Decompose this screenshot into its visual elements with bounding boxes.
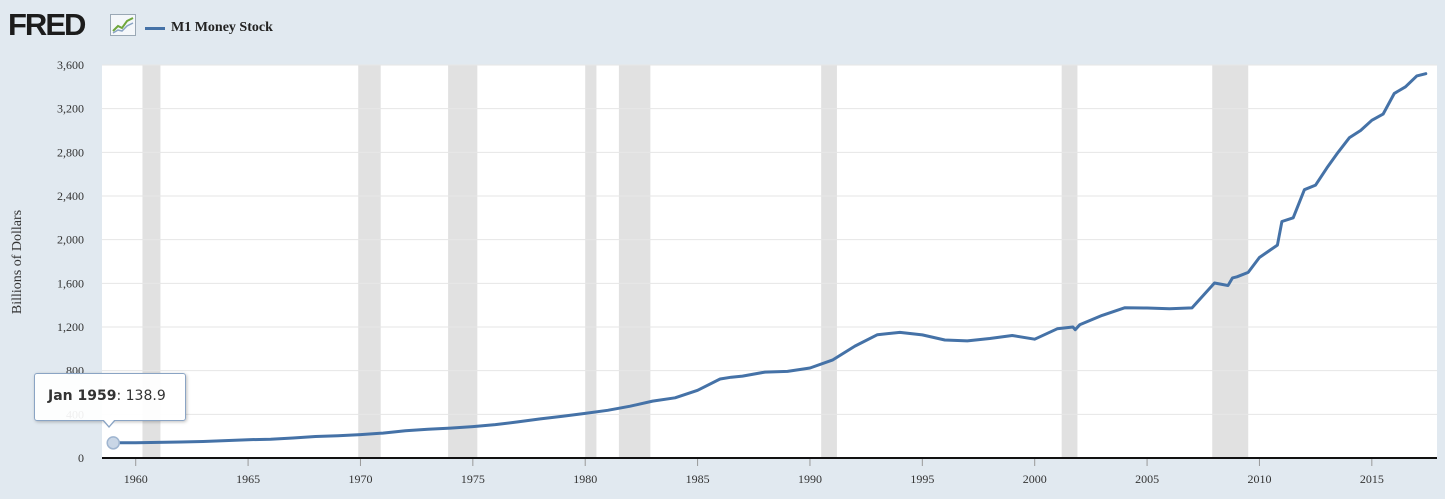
tooltip-value: 138.9 — [125, 388, 166, 404]
x-tick-label: 2005 — [1135, 472, 1159, 486]
x-tick-labels: 1960 1965 1970 1975 1980 1985 1990 1995 2000 2005… — [124, 458, 1384, 486]
hover-marker-layer — [106, 436, 120, 450]
hover-point-marker[interactable] — [106, 436, 120, 450]
y-tick-label: 1,200 — [57, 320, 84, 334]
tooltip: Jan 1959: 138.9 — [34, 373, 186, 421]
x-tick-label: 2000 — [1023, 472, 1047, 486]
y-tick-label: 2,800 — [57, 145, 84, 159]
recession-band — [142, 65, 161, 458]
chart-header: FRED M1 Money Stock — [0, 0, 1445, 56]
recession-band — [618, 65, 651, 458]
recession-band — [1061, 65, 1078, 458]
recession-band — [585, 65, 597, 458]
x-tick-label: 1965 — [236, 472, 260, 486]
fred-logo[interactable]: FRED — [8, 7, 86, 42]
x-tick-label: 1975 — [461, 472, 485, 486]
x-tick-label: 1980 — [573, 472, 597, 486]
series-line-m1[interactable] — [111, 72, 1428, 445]
legend[interactable]: M1 Money Stock — [145, 18, 273, 38]
y-tick-label: 1,600 — [57, 276, 84, 290]
recession-band — [821, 65, 837, 458]
legend-swatch — [145, 26, 165, 30]
tooltip-date: Jan 1959 — [48, 388, 117, 404]
y-tick-label: 3,200 — [57, 102, 84, 116]
recession-band — [448, 65, 478, 458]
legend-series-label: M1 Money Stock — [171, 20, 273, 35]
recession-band — [1212, 65, 1249, 458]
x-tick-label: 2015 — [1360, 472, 1384, 486]
x-tick-label: 2010 — [1247, 472, 1271, 486]
x-tick-label: 1995 — [910, 472, 934, 486]
x-tick-label: 1990 — [798, 472, 822, 486]
recession-band — [358, 65, 381, 458]
series-layer — [111, 72, 1428, 445]
y-tick-label: 2,000 — [57, 233, 84, 247]
y-tick-label: 3,600 — [57, 58, 84, 72]
x-tick-label: 1960 — [124, 472, 148, 486]
y-tick-label: 0 — [78, 451, 84, 465]
tooltip-separator: : — [116, 388, 122, 404]
recession-bands — [142, 65, 1249, 458]
y-tick-label: 2,400 — [57, 189, 84, 203]
tooltip-pointer-fill — [103, 419, 115, 426]
x-tick-label: 1985 — [686, 472, 710, 486]
line-graph-icon — [110, 14, 136, 36]
x-tick-label: 1970 — [348, 472, 372, 486]
